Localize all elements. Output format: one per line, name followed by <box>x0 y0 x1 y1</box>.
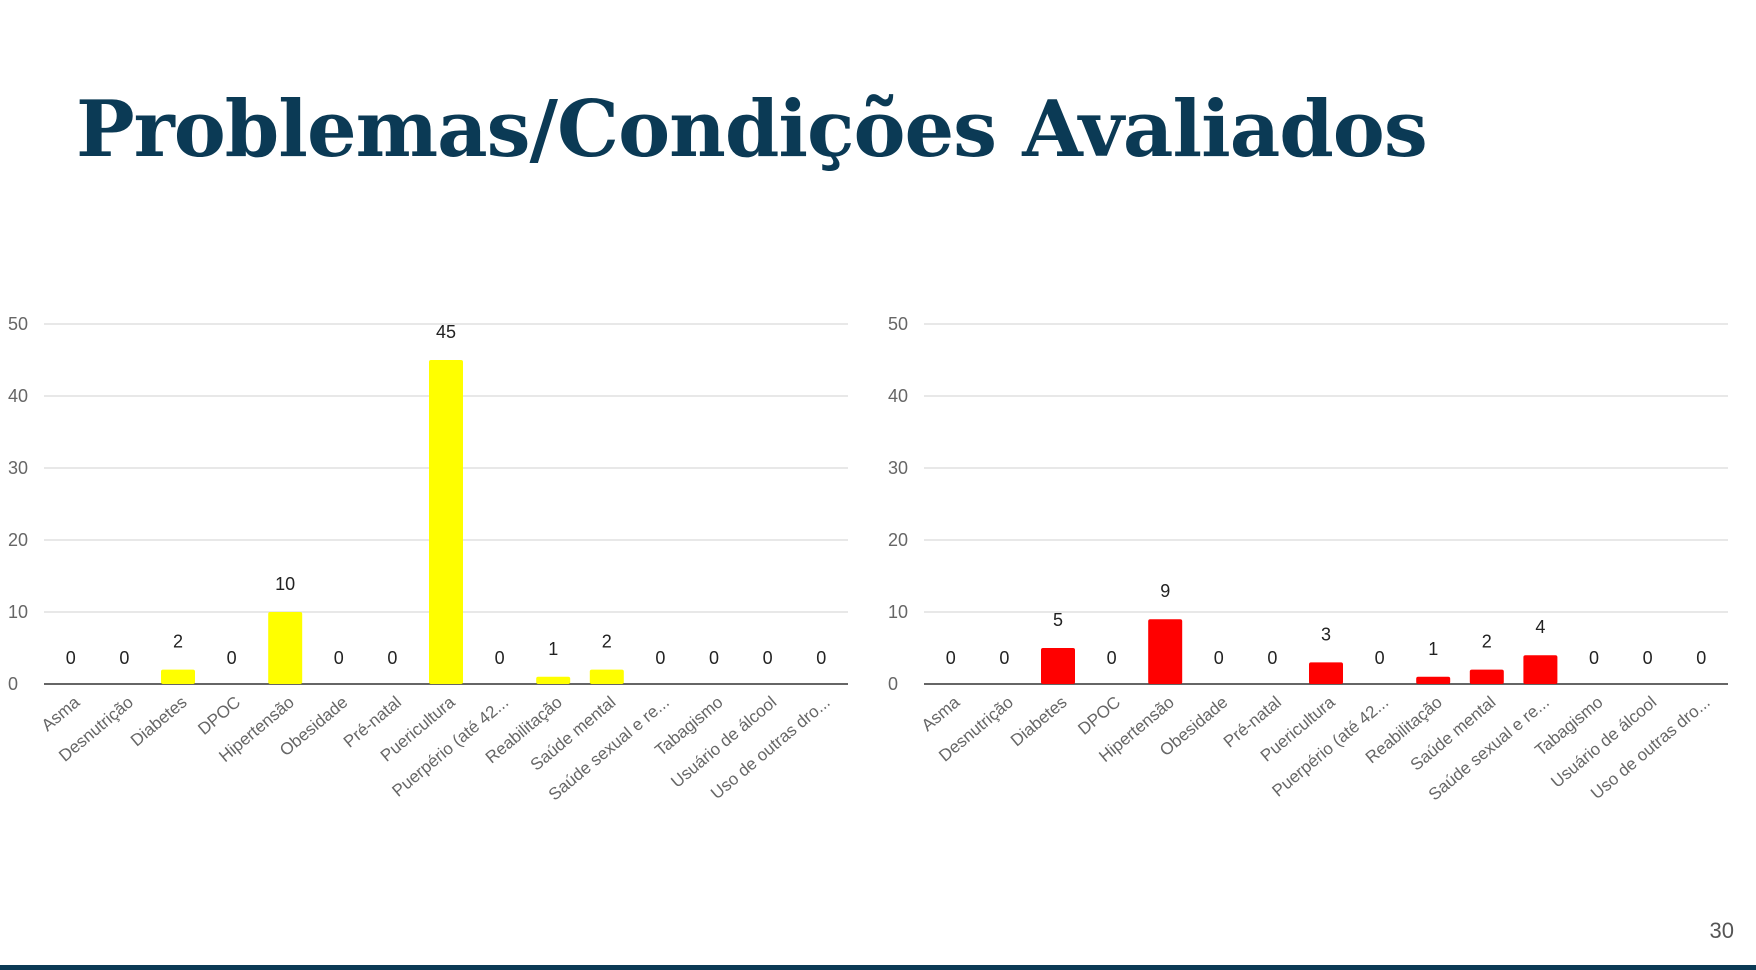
right-y-tick-label: 0 <box>888 674 898 694</box>
right-bar <box>1041 648 1075 684</box>
right-y-tick-label: 10 <box>888 602 908 622</box>
left-data-label: 0 <box>763 648 773 668</box>
left-data-label: 1 <box>548 639 558 659</box>
left-data-label: 0 <box>709 648 719 668</box>
left-bar-chart: 010203040500Asma0Desnutrição2Diabetes0DP… <box>8 314 848 804</box>
right-data-label: 0 <box>1643 648 1653 668</box>
right-data-label: 2 <box>1482 632 1492 652</box>
left-data-label: 0 <box>66 648 76 668</box>
right-data-label: 0 <box>1375 648 1385 668</box>
left-y-tick-label: 40 <box>8 386 28 406</box>
bottom-rule <box>0 965 1756 970</box>
slide-title: Problemas/Condições Avaliados <box>76 84 1428 175</box>
left-data-label: 0 <box>816 648 826 668</box>
left-y-tick-label: 10 <box>8 602 28 622</box>
right-y-tick-label: 20 <box>888 530 908 550</box>
left-data-label: 2 <box>602 632 612 652</box>
right-y-tick-label: 50 <box>888 314 908 334</box>
left-data-label: 0 <box>495 648 505 668</box>
right-data-label: 0 <box>1214 648 1224 668</box>
left-data-label: 0 <box>334 648 344 668</box>
left-data-label: 0 <box>387 648 397 668</box>
left-y-tick-label: 30 <box>8 458 28 478</box>
left-bar <box>429 360 463 684</box>
right-data-label: 0 <box>946 648 956 668</box>
left-y-tick-label: 0 <box>8 674 18 694</box>
right-y-tick-label: 40 <box>888 386 908 406</box>
right-data-label: 9 <box>1160 581 1170 601</box>
left-category-label: Asma <box>38 692 84 735</box>
right-category-label: Diabetes <box>1007 693 1071 751</box>
left-data-label: 2 <box>173 632 183 652</box>
left-bar <box>536 676 571 684</box>
left-bar <box>161 669 195 684</box>
right-y-tick-label: 30 <box>888 458 908 478</box>
right-bar-chart: 010203040500Asma0Desnutrição5Diabetes0DP… <box>888 314 1728 804</box>
left-data-label: 10 <box>275 574 295 594</box>
left-data-label: 0 <box>227 648 237 668</box>
right-bar <box>1148 619 1183 684</box>
right-data-label: 5 <box>1053 610 1063 630</box>
left-bar <box>589 669 624 684</box>
left-y-tick-label: 20 <box>8 530 28 550</box>
page-number: 30 <box>1709 918 1734 943</box>
right-bar <box>1309 662 1343 684</box>
right-category-label: DPOC <box>1074 693 1124 739</box>
left-data-label: 45 <box>436 322 456 342</box>
right-data-label: 0 <box>1696 648 1706 668</box>
right-data-label: 0 <box>1107 648 1117 668</box>
right-data-label: 1 <box>1428 639 1438 659</box>
right-data-label: 0 <box>999 648 1009 668</box>
left-data-label: 0 <box>119 648 129 668</box>
right-data-label: 0 <box>1589 648 1599 668</box>
right-bar <box>1523 655 1558 684</box>
right-data-label: 3 <box>1321 624 1331 644</box>
right-bar <box>1469 669 1504 684</box>
left-data-label: 0 <box>655 648 665 668</box>
left-y-tick-label: 50 <box>8 314 28 334</box>
right-data-label: 4 <box>1535 617 1545 637</box>
left-category-label: DPOC <box>194 693 244 739</box>
left-bar <box>268 612 303 684</box>
right-bar <box>1416 676 1451 684</box>
left-category-label: Diabetes <box>127 693 191 751</box>
right-data-label: 0 <box>1267 648 1277 668</box>
right-category-label: Asma <box>918 692 964 735</box>
